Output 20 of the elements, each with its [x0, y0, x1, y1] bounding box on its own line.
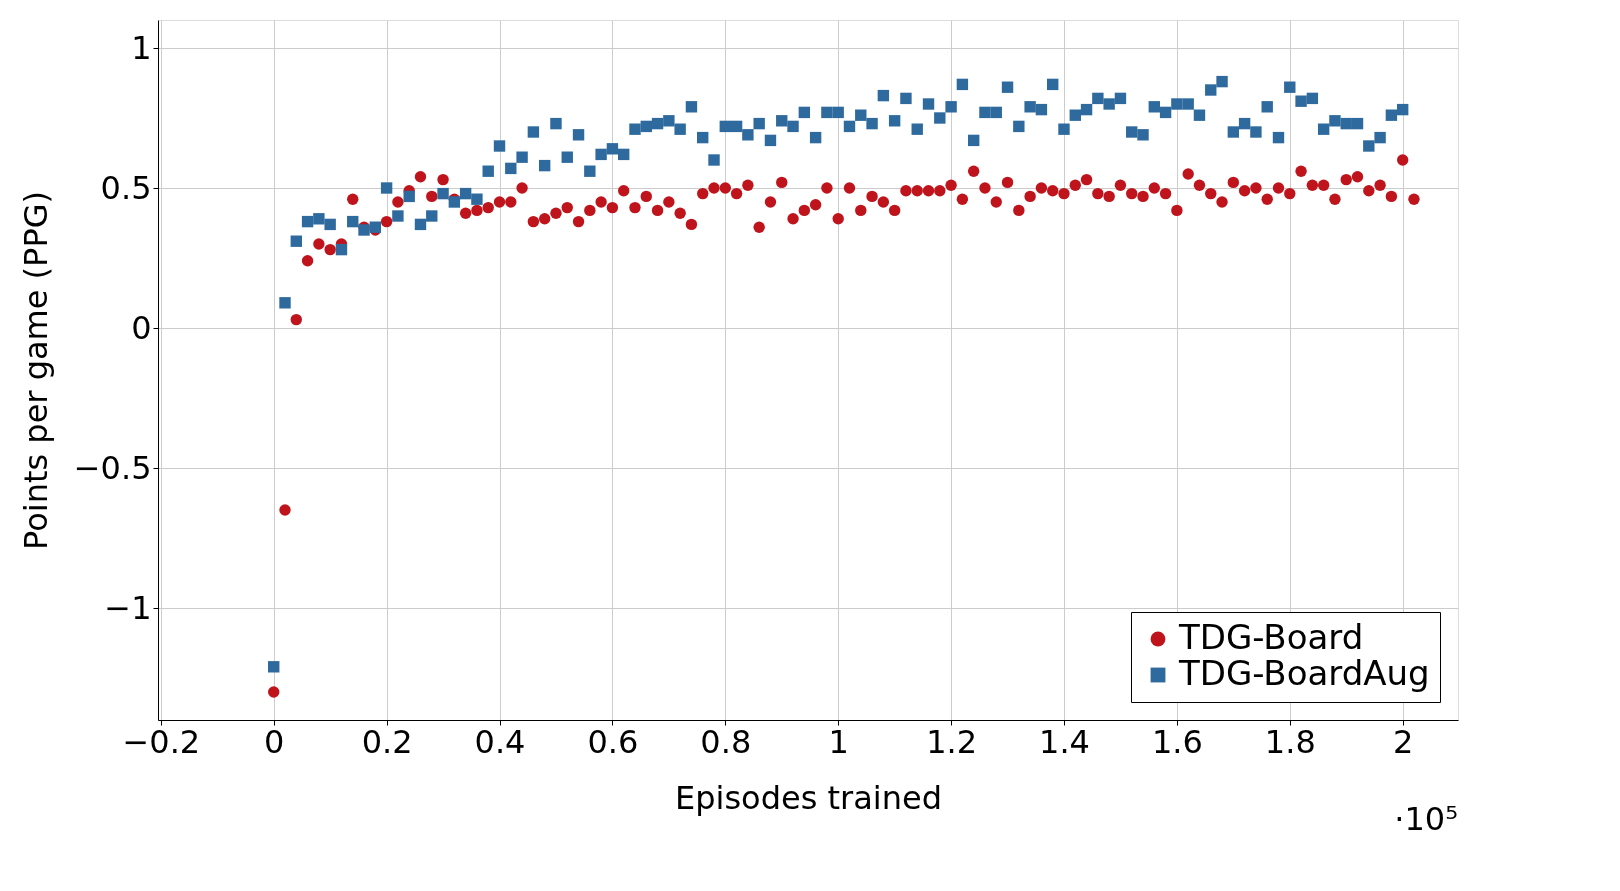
x-tick-label: 0.4	[474, 722, 526, 761]
y-tick-label: −0.5	[73, 448, 152, 487]
y-tick-label: −1	[104, 588, 152, 627]
text: ·10⁵	[1394, 800, 1458, 838]
x-axis-title: Episodes trained	[675, 778, 942, 817]
x-tick-label: 1	[828, 722, 849, 761]
y-axis-title: Points per game (PPG)	[16, 191, 55, 550]
y-tick-label: 1	[131, 28, 152, 67]
y-tick-label: 0.5	[100, 168, 152, 207]
x-tick-label: −0.2	[122, 722, 201, 761]
x-tick-label: 0.8	[700, 722, 752, 761]
x-tick-label: 1.8	[1264, 722, 1316, 761]
x-tick-label: 0.2	[361, 722, 413, 761]
x-tick-label: 0.6	[587, 722, 639, 761]
x-tick-label: 1.2	[926, 722, 978, 761]
x-tick-label: 0	[264, 722, 285, 761]
y-tick-label: 0	[131, 308, 152, 347]
x-tick-label: 1.4	[1039, 722, 1090, 761]
x-tick-label: 1.6	[1151, 722, 1203, 761]
x-tick-label: 2	[1393, 722, 1414, 761]
